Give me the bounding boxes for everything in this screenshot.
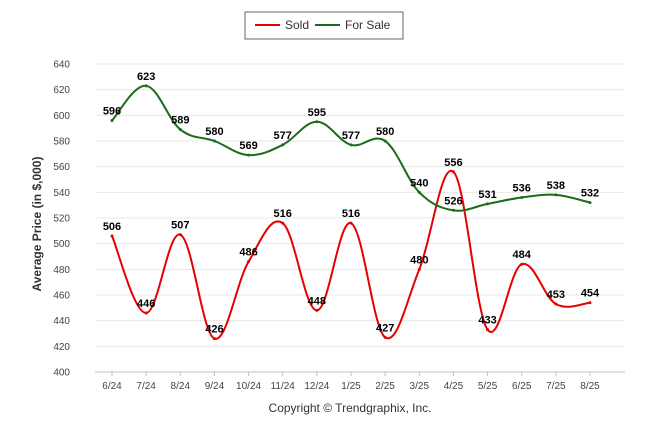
x-tick-label: 8/25 [580, 381, 600, 392]
legend[interactable]: Sold For Sale [244, 11, 404, 40]
data-label-for-sale: 577 [274, 130, 292, 142]
data-point-sold[interactable] [417, 267, 421, 271]
data-point-sold[interactable] [588, 301, 592, 305]
y-tick-label: 420 [53, 342, 70, 353]
x-tick-label: 6/25 [512, 381, 532, 392]
legend-label-for-sale[interactable]: For Sale [345, 18, 391, 32]
data-point-sold[interactable] [110, 234, 114, 238]
data-point-for-sale[interactable] [349, 143, 353, 147]
data-label-sold: 454 [581, 288, 600, 300]
data-labels: 506 446 507 426 486 516 448 516 427 480 556 433 484 4… [103, 71, 600, 336]
x-tick-label: 1/25 [341, 381, 361, 392]
data-point-for-sale[interactable] [212, 139, 216, 143]
y-tick-label: 560 [53, 162, 70, 173]
data-label-sold: 448 [308, 295, 326, 307]
y-tick-label: 440 [53, 316, 70, 327]
data-point-sold[interactable] [554, 302, 558, 306]
copyright-text: Copyright © Trendgraphix, Inc. [269, 401, 432, 415]
data-point-sold[interactable] [144, 311, 148, 315]
data-point-for-sale[interactable] [247, 153, 251, 157]
data-point-sold[interactable] [383, 335, 387, 339]
data-label-for-sale: 589 [171, 114, 189, 126]
data-label-for-sale: 532 [581, 188, 599, 200]
data-label-sold: 453 [547, 289, 565, 301]
data-point-sold[interactable] [281, 221, 285, 225]
data-label-sold: 516 [274, 208, 292, 220]
data-label-for-sale: 526 [444, 195, 462, 207]
y-tick-label: 580 [53, 137, 70, 148]
x-tick-label: 12/24 [304, 381, 329, 392]
y-tick-label: 640 [53, 60, 70, 71]
x-tick-label: 10/24 [236, 381, 261, 392]
data-label-for-sale: 538 [547, 180, 565, 192]
data-label-for-sale: 580 [205, 126, 223, 138]
data-label-sold: 480 [410, 254, 428, 266]
data-point-for-sale[interactable] [383, 139, 387, 143]
y-tick-label: 540 [53, 188, 70, 199]
y-tick-label: 620 [53, 85, 70, 96]
data-point-for-sale[interactable] [588, 201, 592, 205]
data-point-sold[interactable] [520, 262, 524, 266]
x-tick-label: 8/24 [171, 381, 191, 392]
x-axis: 6/24 7/24 8/24 9/24 10/24 11/24 12/24 1/25 2/25 3… [95, 371, 625, 392]
data-point-for-sale[interactable] [554, 193, 558, 197]
x-tick-label: 2/25 [375, 381, 395, 392]
data-label-for-sale: 540 [410, 177, 428, 189]
x-tick-label: 9/24 [205, 381, 225, 392]
data-point-sold[interactable] [451, 170, 455, 174]
data-label-for-sale: 577 [342, 130, 360, 142]
y-tick-label: 600 [53, 111, 70, 122]
data-label-sold: 556 [444, 157, 462, 169]
x-tick-label: 5/25 [478, 381, 498, 392]
x-tick-label: 7/24 [136, 381, 156, 392]
data-label-for-sale: 569 [239, 140, 257, 152]
data-label-for-sale: 596 [103, 105, 121, 117]
data-label-sold: 446 [137, 298, 155, 310]
data-point-sold[interactable] [315, 308, 319, 312]
data-label-sold: 516 [342, 208, 360, 220]
data-point-for-sale[interactable] [451, 208, 455, 212]
data-label-for-sale: 536 [513, 182, 531, 194]
y-tick-label: 480 [53, 265, 70, 276]
y-axis: 400 420 440 460 480 500 520 540 560 580 600 620 640 [53, 60, 70, 379]
data-point-sold[interactable] [212, 337, 216, 341]
data-point-sold[interactable] [486, 328, 490, 332]
data-point-for-sale[interactable] [281, 143, 285, 147]
data-point-sold[interactable] [247, 260, 251, 264]
data-label-sold: 433 [478, 315, 496, 327]
x-tick-label: 6/24 [102, 381, 122, 392]
y-tick-label: 460 [53, 291, 70, 302]
data-label-for-sale: 580 [376, 126, 394, 138]
x-tick-label: 7/25 [546, 381, 566, 392]
y-tick-label: 400 [53, 368, 70, 379]
data-point-sold[interactable] [178, 233, 182, 237]
data-label-sold: 507 [171, 220, 189, 232]
data-point-for-sale[interactable] [486, 202, 490, 206]
x-tick-label: 3/25 [410, 381, 430, 392]
data-label-for-sale: 595 [308, 107, 326, 119]
data-label-sold: 426 [205, 324, 223, 336]
legend-label-sold[interactable]: Sold [285, 18, 309, 32]
y-tick-label: 520 [53, 214, 70, 225]
data-label-sold: 484 [513, 249, 532, 261]
data-label-sold: 427 [376, 322, 394, 334]
y-axis-title: Average Price (in $,000) [30, 157, 44, 292]
data-label-sold: 486 [239, 247, 257, 259]
series-lines [110, 84, 592, 341]
y-tick-label: 500 [53, 239, 70, 250]
data-point-for-sale[interactable] [144, 84, 148, 88]
data-point-for-sale[interactable] [315, 120, 319, 124]
data-label-for-sale: 623 [137, 71, 155, 83]
data-label-sold: 506 [103, 221, 121, 233]
data-point-for-sale[interactable] [110, 118, 114, 122]
data-point-for-sale[interactable] [417, 190, 421, 194]
data-point-for-sale[interactable] [520, 195, 524, 199]
x-tick-label: 11/24 [271, 381, 296, 392]
data-point-for-sale[interactable] [178, 127, 182, 131]
data-label-for-sale: 531 [478, 189, 496, 201]
x-tick-label: 4/25 [444, 381, 464, 392]
data-point-sold[interactable] [349, 221, 353, 225]
